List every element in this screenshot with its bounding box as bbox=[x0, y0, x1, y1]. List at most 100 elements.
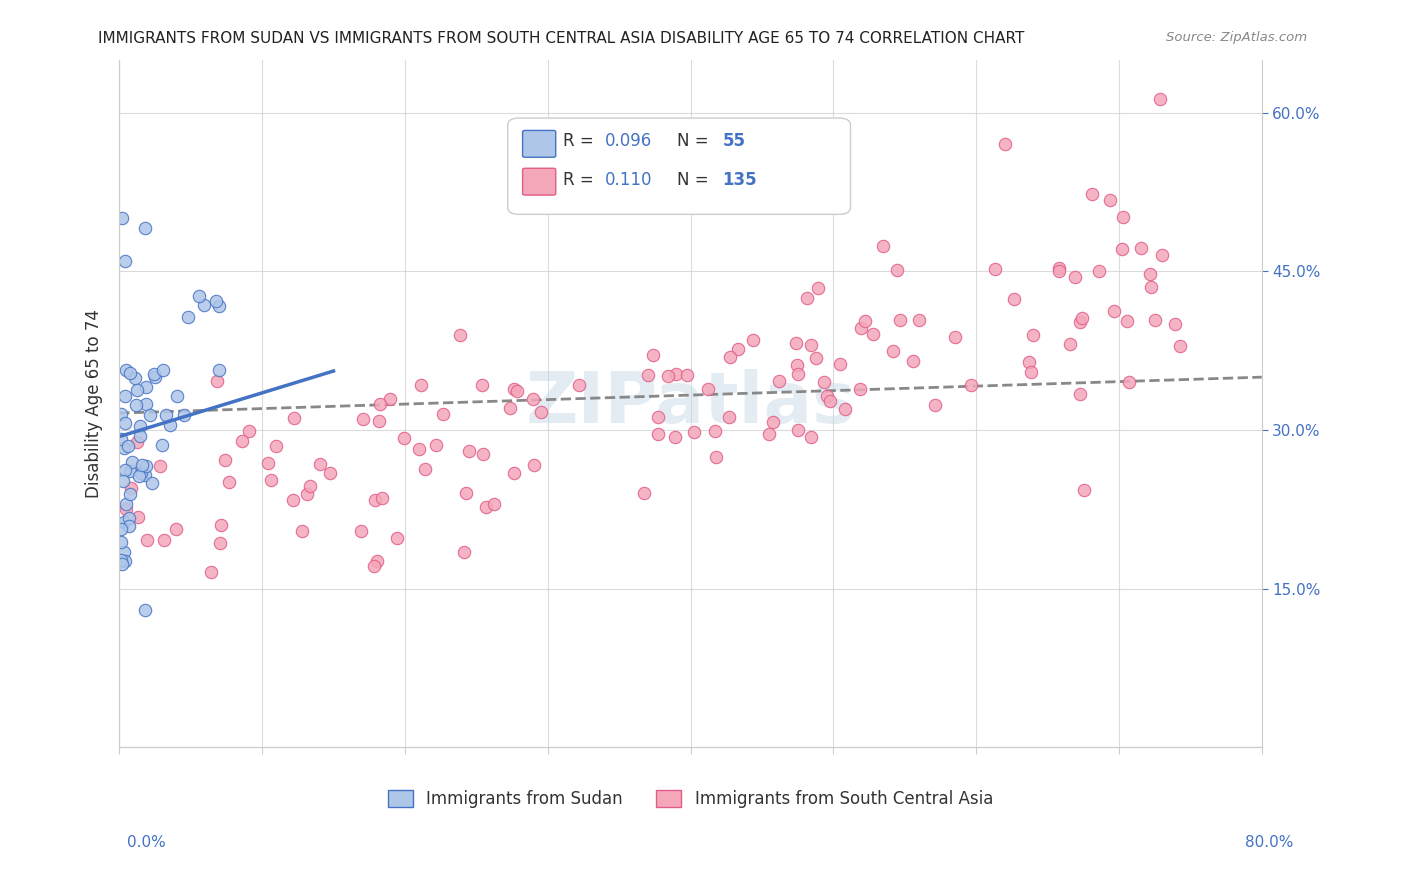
FancyBboxPatch shape bbox=[523, 130, 555, 157]
Point bbox=[787, 367, 810, 381]
Point bbox=[118, 519, 141, 533]
Point bbox=[129, 429, 152, 443]
Text: 0.110: 0.110 bbox=[605, 171, 652, 189]
Point bbox=[633, 486, 655, 500]
Point bbox=[127, 434, 149, 449]
Point bbox=[1064, 269, 1087, 284]
Point bbox=[143, 370, 166, 384]
Point bbox=[114, 416, 136, 430]
Text: ZIPatlas: ZIPatlas bbox=[526, 369, 856, 438]
Point bbox=[862, 326, 884, 341]
Point bbox=[872, 239, 894, 253]
Point bbox=[522, 392, 544, 406]
Point bbox=[283, 410, 305, 425]
Point bbox=[125, 383, 148, 397]
Text: 0.0%: 0.0% bbox=[127, 836, 166, 850]
Point bbox=[415, 462, 437, 476]
Text: R =: R = bbox=[562, 171, 593, 189]
Point bbox=[318, 466, 340, 480]
Point bbox=[1088, 264, 1111, 278]
Point bbox=[886, 262, 908, 277]
Point bbox=[231, 434, 253, 448]
Point bbox=[849, 321, 872, 335]
Point bbox=[787, 424, 810, 438]
Text: N =: N = bbox=[676, 171, 709, 189]
Point bbox=[149, 459, 172, 474]
Point bbox=[188, 289, 211, 303]
Point bbox=[800, 337, 823, 351]
Point bbox=[118, 366, 141, 380]
Point bbox=[474, 500, 496, 514]
Point bbox=[889, 312, 911, 326]
Point bbox=[647, 410, 669, 425]
Point bbox=[110, 522, 132, 536]
Point bbox=[786, 358, 808, 372]
Point bbox=[129, 466, 152, 480]
Point bbox=[128, 469, 150, 483]
Point bbox=[165, 522, 187, 536]
Point bbox=[1069, 315, 1091, 329]
Point bbox=[111, 475, 134, 489]
Point bbox=[173, 408, 195, 422]
Point bbox=[256, 456, 278, 470]
Point bbox=[114, 363, 136, 377]
Point bbox=[762, 415, 785, 429]
Point bbox=[768, 374, 790, 388]
Point bbox=[1047, 264, 1070, 278]
Point bbox=[813, 375, 835, 389]
Point bbox=[135, 533, 157, 548]
Point bbox=[131, 458, 153, 472]
Y-axis label: Disability Age 65 to 74: Disability Age 65 to 74 bbox=[86, 309, 103, 498]
Point bbox=[207, 374, 229, 388]
Point bbox=[984, 262, 1007, 277]
Text: 135: 135 bbox=[723, 171, 758, 189]
Point bbox=[960, 378, 983, 392]
Point bbox=[523, 458, 546, 472]
Point bbox=[214, 453, 236, 467]
Point bbox=[1112, 210, 1135, 224]
Point bbox=[209, 536, 232, 550]
Point bbox=[352, 412, 374, 426]
Point bbox=[208, 363, 231, 377]
Point bbox=[238, 424, 260, 438]
Text: 80.0%: 80.0% bbox=[1246, 836, 1294, 850]
Point bbox=[503, 466, 526, 480]
Point bbox=[139, 409, 162, 423]
Point bbox=[1111, 242, 1133, 256]
Point bbox=[364, 493, 387, 508]
Point bbox=[657, 368, 679, 383]
Point bbox=[200, 565, 222, 579]
Point bbox=[370, 491, 392, 505]
Point bbox=[568, 377, 591, 392]
Point bbox=[484, 497, 506, 511]
Point bbox=[114, 253, 136, 268]
Point bbox=[124, 371, 146, 385]
Point bbox=[1118, 375, 1140, 389]
Point bbox=[117, 439, 139, 453]
Point bbox=[882, 343, 904, 358]
Point bbox=[368, 414, 391, 428]
Point bbox=[121, 454, 143, 468]
Point bbox=[112, 545, 135, 559]
Point bbox=[118, 464, 141, 478]
Point bbox=[1059, 337, 1081, 351]
Text: N =: N = bbox=[676, 132, 709, 150]
Point bbox=[727, 342, 749, 356]
Point bbox=[118, 487, 141, 501]
Point bbox=[758, 427, 780, 442]
Point bbox=[366, 554, 388, 568]
Point bbox=[111, 557, 134, 571]
Point bbox=[135, 397, 157, 411]
Point bbox=[703, 424, 725, 438]
Point bbox=[1081, 186, 1104, 201]
Point bbox=[1098, 194, 1121, 208]
Point bbox=[349, 524, 371, 538]
Point bbox=[110, 407, 132, 421]
Text: IMMIGRANTS FROM SUDAN VS IMMIGRANTS FROM SOUTH CENTRAL ASIA DISABILITY AGE 65 TO: IMMIGRANTS FROM SUDAN VS IMMIGRANTS FROM… bbox=[98, 31, 1025, 46]
Point bbox=[807, 281, 830, 295]
Point bbox=[114, 463, 136, 477]
Point bbox=[432, 407, 454, 421]
Point bbox=[1073, 483, 1095, 497]
FancyBboxPatch shape bbox=[508, 118, 851, 214]
Point bbox=[1168, 339, 1191, 353]
